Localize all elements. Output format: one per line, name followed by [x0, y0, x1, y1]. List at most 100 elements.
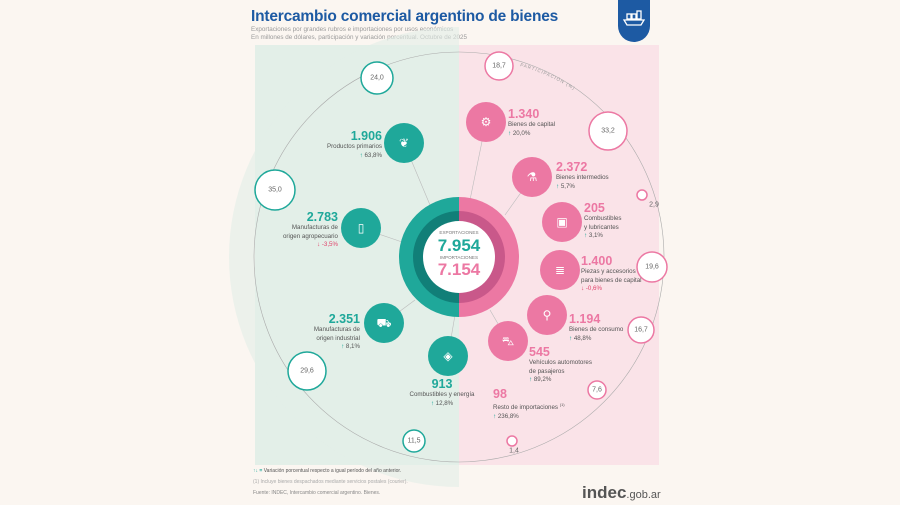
item-value: 1.340 [508, 107, 540, 121]
share-circle [587, 380, 607, 400]
item-change: ↑ 12,8% [430, 399, 454, 407]
item-change: ↑ 236,8% [493, 412, 519, 420]
subtitle: Exportaciones por grandes rubros e impor… [251, 26, 454, 33]
cargo-ship-icon [622, 10, 646, 26]
share-value: 33,2 [601, 127, 615, 135]
share-circle [627, 316, 655, 344]
imports-label: IMPORTACIONES [439, 255, 479, 260]
exports-label: EXPORTACIONES [439, 230, 479, 235]
bicycle-icon: ⚲ [543, 308, 552, 322]
share-circle [360, 61, 394, 95]
item-change: ↓ -0,6% [581, 285, 602, 293]
item-value: 1.906 [350, 129, 382, 143]
share-circle [588, 111, 628, 151]
item-change: ↓ -3,5% [317, 241, 338, 249]
arrow-up-icon: ↑ [556, 182, 560, 190]
export-item: 913 Combustibles y energía ↑ 12,8% [392, 378, 492, 408]
arrow-up-icon: ↑ [430, 399, 434, 407]
import-item: 98 Resto de importaciones (1) ↑ 236,8% [493, 388, 565, 421]
arrow-up-icon: ↑ [529, 376, 533, 384]
share-value: 19,6 [645, 263, 659, 271]
share-circle [287, 351, 327, 391]
item-value: 913 [431, 377, 453, 391]
item-label-2: y lubricantes [584, 223, 619, 231]
share-circle [506, 435, 518, 447]
legend-note: ↑↓ = Variación porcentual respecto a igu… [253, 468, 402, 474]
bicycle-icon-circle [527, 295, 567, 335]
wheat-icon: ❦ [399, 136, 409, 150]
item-label: Bienes de consumo [569, 326, 624, 333]
item-change: ↑ 63,8% [359, 151, 382, 159]
item-value: 1.400 [581, 254, 613, 268]
item-change: ↑ 48,8% [569, 334, 592, 342]
bottle-icon-circle [341, 208, 381, 248]
item-label-2: origen industrial [316, 334, 360, 342]
indec-logo: indec.gob.ar [582, 483, 661, 502]
arrow-down-icon: ↓ [581, 285, 585, 293]
page-title: Intercambio comercial argentino de biene… [251, 8, 559, 25]
share-value: 35,0 [268, 186, 282, 194]
arrow-down-icon: ↓ [317, 241, 321, 249]
share-circle [636, 189, 648, 201]
item-label: Resto de importaciones (1) [493, 402, 565, 412]
share-value: 2,9 [649, 201, 659, 209]
fuel-drop-icon: ◈ [443, 349, 453, 363]
screw-icon: ≣ [555, 263, 565, 277]
item-label: Manufacturas de [313, 326, 360, 333]
arrow-up-icon: ↑ [569, 334, 573, 342]
item-label: Combustibles [584, 215, 622, 222]
item-value: 98 [493, 387, 507, 401]
share-circle [636, 251, 668, 283]
bottle-icon: ▯ [358, 221, 365, 235]
import-item: 1.400 Piezas y accesorios para bienes de c… [581, 255, 642, 294]
flask-icon-circle [512, 157, 552, 197]
flask-icon: ⚗ [527, 170, 538, 184]
arrow-up-icon: ↑ [341, 343, 345, 351]
item-value: 2.351 [328, 312, 360, 326]
car-icon-circle [488, 321, 528, 361]
import-item: 2.372 Bienes intermedios ↑ 5,7% [556, 161, 609, 191]
share-value: 7,6 [592, 386, 602, 394]
item-label-2: para bienes de capital [581, 276, 642, 284]
item-label: Manufacturas de [291, 224, 338, 231]
item-value: 1.194 [569, 312, 601, 326]
share-circle [484, 51, 514, 81]
import-item: 545 Vehículos automotores de pasajeros ↑ 89… [529, 346, 592, 385]
item-label-2: origen agropecuario [282, 232, 338, 240]
subtitle-units: En millones de dólares, participación y … [251, 34, 467, 41]
jerrycan-icon-circle [542, 202, 582, 242]
item-label-2: de pasajeros [529, 367, 565, 375]
arrow-up-icon: ↑ [493, 412, 497, 420]
export-item: 2.783 Manufacturas de origen agropecuario ↓… [256, 211, 338, 250]
tractor-icon-circle [466, 102, 506, 142]
exports-total: 7.954 [437, 236, 481, 255]
share-value: 16,7 [634, 326, 648, 334]
item-change: ↑ 89,2% [529, 376, 552, 384]
item-change: ↑ 8,1% [341, 343, 360, 351]
arrow-up-icon: ↑ [508, 129, 512, 137]
item-change: ↑ 20,0% [508, 129, 531, 137]
share-value: 29,6 [300, 367, 314, 375]
share-value: 24,0 [370, 74, 384, 82]
item-label: Bienes de capital [508, 121, 556, 128]
screw-icon-circle [540, 250, 580, 290]
item-value: 205 [584, 201, 605, 215]
import-item: 1.340 Bienes de capital ↑ 20,0% [508, 108, 555, 138]
item-label: Combustibles y energía [409, 391, 475, 398]
share-circle [402, 429, 426, 453]
jerrycan-icon: ▣ [556, 215, 567, 229]
arrow-up-icon: ↑ [359, 151, 363, 159]
export-item: 1.906 Productos primarios ↑ 63,8% [300, 130, 382, 160]
item-value: 2.783 [306, 210, 338, 224]
item-value: 2.372 [556, 160, 588, 174]
wheat-icon-circle [384, 123, 424, 163]
ship-icon-badge [618, 0, 650, 42]
item-label: Vehículos automotores [529, 359, 592, 366]
item-change: ↑ 5,7% [556, 182, 575, 190]
item-label: Bienes intermedios [556, 174, 609, 181]
share-value: 1,4 [509, 447, 519, 455]
item-label: Piezas y accesorios [581, 268, 636, 275]
car-icon: ⛍ [502, 334, 514, 348]
source: Fuente: INDEC, Intercambio comercial arg… [253, 490, 381, 496]
